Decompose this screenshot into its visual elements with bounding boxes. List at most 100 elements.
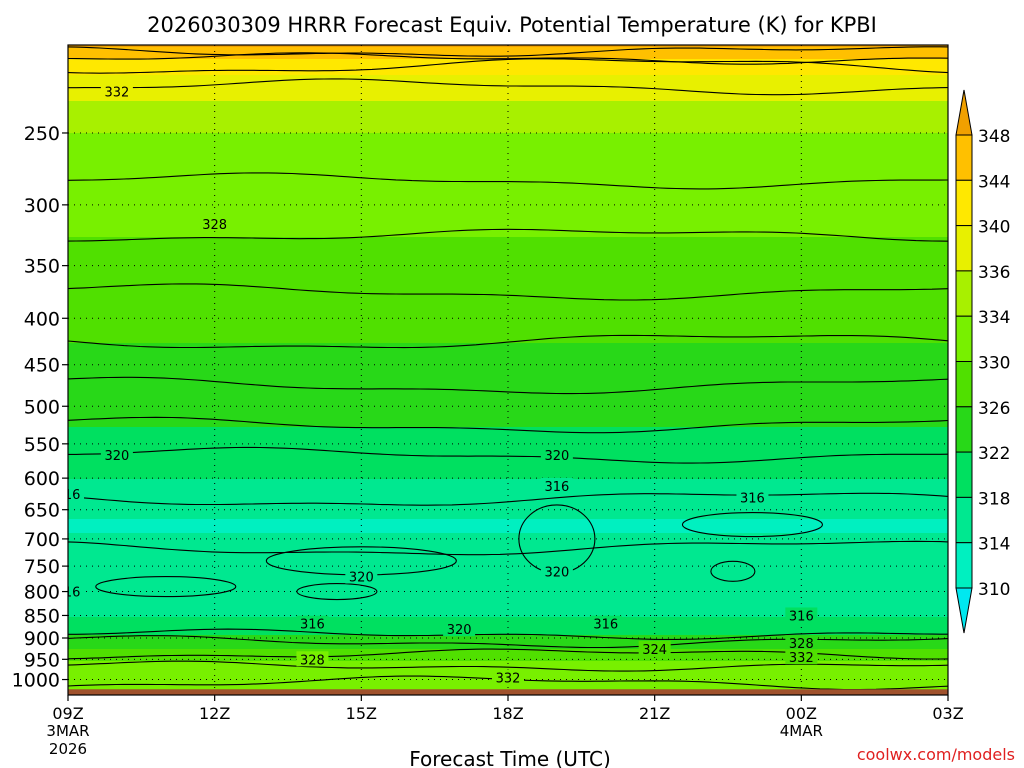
field-band	[68, 649, 948, 652]
field-band	[68, 299, 948, 302]
field-band	[68, 233, 948, 236]
field-band	[68, 665, 948, 668]
field-band	[68, 557, 948, 560]
field-band	[68, 513, 948, 516]
colorbar-label: 322	[978, 444, 1010, 464]
contour-label-bg	[68, 583, 84, 599]
field-band	[68, 273, 948, 276]
y-tick-label: 500	[24, 396, 60, 418]
field-band	[68, 369, 948, 372]
field-band	[68, 457, 948, 460]
field-band	[68, 113, 948, 116]
colorbar-segment	[955, 361, 973, 408]
field-band	[68, 291, 948, 294]
field-band	[68, 177, 948, 180]
field-band	[68, 243, 948, 246]
y-tick-label: 800	[24, 582, 60, 604]
field-band	[68, 469, 948, 472]
field-band	[68, 543, 948, 546]
contour-loop	[710, 560, 756, 582]
field-band	[68, 661, 948, 664]
field-band	[68, 141, 948, 144]
contour-label-bg	[589, 615, 622, 631]
contour-label: 328	[202, 218, 227, 233]
y-tick-label: 1000	[12, 670, 60, 692]
field-band	[68, 63, 948, 66]
contour-label-bg	[492, 669, 524, 685]
field-band	[68, 645, 948, 648]
field-band	[68, 105, 948, 108]
field-band	[68, 499, 948, 502]
contour-label-bg	[540, 447, 573, 463]
field-band	[68, 575, 948, 578]
field-band	[68, 407, 948, 410]
field-band	[68, 215, 948, 218]
field-band	[68, 81, 948, 84]
field-band	[68, 133, 948, 136]
field-band	[68, 411, 948, 414]
colorbar-segment	[955, 225, 973, 272]
field-band	[68, 207, 948, 210]
field-band	[68, 493, 948, 496]
field-band	[68, 437, 948, 440]
field-band	[68, 651, 948, 654]
contour-label: 316	[56, 488, 81, 503]
field-band	[68, 163, 948, 166]
x-tick-label: 00Z	[786, 704, 817, 723]
field-band	[68, 533, 948, 536]
field-band	[68, 339, 948, 342]
field-band	[68, 337, 948, 340]
field-band	[68, 175, 948, 178]
field-band	[68, 593, 948, 596]
field-band	[68, 331, 948, 334]
colorbar-label: 330	[978, 354, 1010, 374]
field-band	[68, 421, 948, 424]
field-band	[68, 627, 948, 630]
contour-label-bg	[68, 486, 84, 502]
field-band	[68, 359, 948, 362]
x-tick-label: 12Z	[199, 704, 230, 723]
field-band	[68, 189, 948, 192]
field-band	[68, 179, 948, 182]
field-band	[68, 465, 948, 468]
field-band	[68, 327, 948, 330]
field-band	[68, 145, 948, 148]
field-band	[68, 427, 948, 430]
field-band	[68, 139, 948, 142]
field-band	[68, 487, 948, 490]
colorbar-label: 348	[978, 127, 1010, 147]
field-band	[68, 283, 948, 286]
y-tick-label: 400	[24, 308, 60, 330]
contour-line	[68, 660, 948, 672]
field-band	[68, 585, 948, 588]
credit-text: coolwx.com/models	[857, 745, 1015, 764]
field-band	[68, 401, 948, 404]
field-band	[68, 659, 948, 662]
field-band	[68, 495, 948, 498]
field-band	[68, 259, 948, 262]
field-band	[68, 47, 948, 50]
field-band	[68, 155, 948, 158]
field-band	[68, 345, 948, 348]
field-band	[68, 545, 948, 548]
field-band	[68, 503, 948, 506]
contour-label: 320	[104, 449, 129, 464]
field-band	[68, 77, 948, 80]
contour-label: 320	[544, 449, 569, 464]
field-band	[68, 425, 948, 428]
field-band	[68, 597, 948, 600]
contour-line	[68, 446, 948, 464]
field-band	[68, 535, 948, 538]
field-band	[68, 45, 948, 48]
field-band	[68, 147, 948, 150]
field-band	[68, 333, 948, 336]
field-band	[68, 443, 948, 446]
field-band	[68, 275, 948, 278]
field-band	[68, 381, 948, 384]
field-band	[68, 403, 948, 406]
field-band	[68, 603, 948, 606]
field-band	[68, 293, 948, 296]
contour-loop	[681, 512, 823, 538]
